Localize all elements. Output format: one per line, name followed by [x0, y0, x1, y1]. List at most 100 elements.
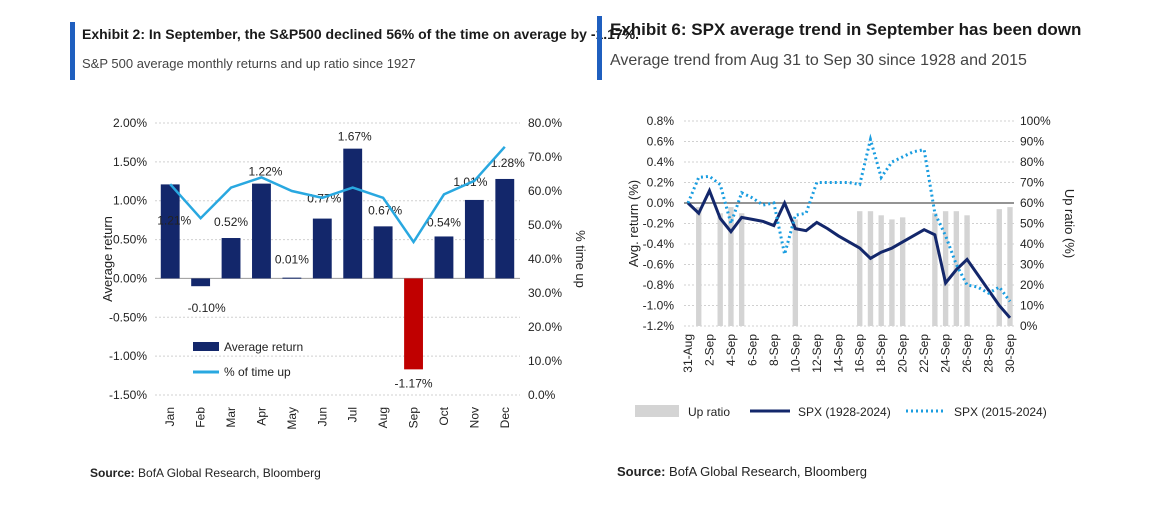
bar-apr [252, 183, 271, 279]
bar-data-label: 1.22% [248, 165, 282, 179]
bar-nov [464, 199, 484, 279]
y-right-tick-label: 30% [1020, 258, 1044, 272]
up-ratio-bar [878, 215, 884, 326]
x-tick-label: Jun [315, 407, 329, 426]
bar-data-label: 0.54% [427, 215, 461, 229]
x-tick-label: 6-Sep [745, 334, 759, 366]
up-ratio-bar [964, 215, 970, 326]
y-tick-label: 0.2% [647, 176, 675, 190]
x-tick-label: Apr [254, 407, 268, 426]
bar-jun [312, 218, 332, 279]
y-axis-title: Avg. return (%) [626, 180, 641, 267]
left-chart-subtitle: S&P 500 average monthly returns and up r… [82, 56, 416, 71]
bar-data-label: 0.01% [275, 253, 309, 267]
y-tick-label: -1.2% [643, 319, 675, 333]
y-tick-label: -0.2% [643, 217, 675, 231]
y-right-tick-label: 40% [1020, 237, 1044, 251]
y-tick-label: 2.00% [113, 116, 147, 130]
series-line-time-up [169, 145, 506, 245]
y-tick-label: -1.00% [109, 349, 147, 363]
bar-may [282, 277, 302, 279]
y-tick-label: -0.50% [109, 310, 147, 324]
bar-jan [160, 184, 180, 279]
x-tick-label: 18-Sep [874, 334, 888, 373]
right-source-text: BofA Global Research, Bloomberg [665, 464, 868, 479]
bar-dec [495, 178, 515, 279]
y-tick-label: -1.50% [109, 388, 147, 402]
x-tick-label: Jul [346, 407, 360, 422]
y-tick-label: 1.00% [113, 194, 147, 208]
left-chart: 2.00% 1.50% 1.00% 0.50% 0.00% -0.50% -1.00% -1.… [100, 116, 588, 430]
up-ratio-bar [728, 207, 734, 326]
bar-mar [221, 238, 241, 279]
y-tick-label: -0.4% [643, 237, 675, 251]
y-right-axis-title: % time up [573, 230, 588, 288]
x-tick-label: 28-Sep [982, 334, 996, 373]
y-right-tick-label: 20.0% [528, 320, 562, 334]
y-right-tick-label: 80.0% [528, 116, 562, 130]
up-ratio-bar [857, 211, 863, 326]
y-tick-label: -0.6% [643, 258, 675, 272]
legend-swatch-up-ratio [635, 405, 679, 417]
series-line-spx-1928 [686, 186, 1012, 319]
bar-data-label: 0.52% [214, 215, 248, 229]
x-tick-label: Dec [498, 407, 512, 428]
right-chart-title: Exhibit 6: SPX average trend in Septembe… [610, 20, 1082, 39]
x-tick-label: 16-Sep [853, 334, 867, 373]
y-right-tick-label: 90% [1020, 135, 1044, 149]
y-right-tick-label: 10% [1020, 299, 1044, 313]
y-tick-label: -0.8% [643, 278, 675, 292]
bar-data-label: 0.67% [368, 203, 402, 217]
bar-data-label: -0.10% [188, 301, 226, 315]
x-tick-label: 30-Sep [1003, 334, 1017, 373]
up-ratio-bar [899, 217, 906, 326]
right-source: Source: BofA Global Research, Bloomberg [617, 464, 867, 479]
x-tick-label: 31-Aug [681, 334, 695, 373]
legend-swatch-average-return [193, 342, 219, 351]
left-title-accent [70, 22, 75, 80]
up-ratio-bar [1007, 207, 1013, 326]
x-tick-label: Sep [407, 407, 421, 429]
y-axis-title: Average return [100, 216, 115, 302]
x-tick-label: 24-Sep [939, 334, 953, 373]
x-tick-label: 14-Sep [831, 334, 845, 373]
legend-label-time-up: % of time up [224, 365, 291, 379]
y-tick-label: 0.50% [113, 233, 147, 247]
left-chart-title: Exhibit 2: In September, the S&P500 decl… [82, 26, 640, 42]
y-tick-label: 0.00% [113, 271, 147, 285]
y-right-tick-label: 80% [1020, 155, 1044, 169]
legend-label-up-ratio: Up ratio [688, 405, 730, 419]
left-source: Source: BofA Global Research, Bloomberg [90, 466, 321, 480]
y-right-tick-label: 0.0% [528, 388, 556, 402]
bar-data-label: 1.67% [338, 130, 372, 144]
x-tick-label: 26-Sep [960, 334, 974, 373]
up-ratio-bar [717, 213, 723, 326]
y-right-tick-label: 70.0% [528, 150, 562, 164]
y-right-tick-label: 70% [1020, 176, 1044, 190]
x-tick-label: 22-Sep [917, 334, 931, 373]
y-right-tick-label: 60.0% [528, 184, 562, 198]
x-tick-label: Feb [194, 407, 208, 428]
x-tick-label: Jan [163, 407, 177, 426]
legend-label-average-return: Average return [224, 340, 303, 354]
y-right-tick-label: 30.0% [528, 286, 562, 300]
x-tick-label: 4-Sep [724, 334, 738, 366]
bar-sep [404, 278, 423, 370]
y-tick-label: 0.6% [647, 135, 675, 149]
x-tick-label: Oct [437, 406, 451, 425]
right-chart-subtitle: Average trend from Aug 31 to Sep 30 sinc… [610, 52, 1027, 69]
up-ratio-bar [942, 211, 949, 326]
bar-data-label: 1.21% [157, 213, 191, 227]
right-source-label: Source: [617, 464, 666, 479]
legend-label-spx-1928: SPX (1928-2024) [798, 405, 891, 419]
legend-label-spx-2015: SPX (2015-2024) [954, 405, 1047, 419]
left-source-label: Source: [90, 466, 135, 480]
y-right-tick-label: 60% [1020, 196, 1044, 210]
x-tick-label: Nov [467, 407, 481, 428]
bar-oct [434, 236, 454, 279]
y-tick-label: 1.50% [113, 155, 147, 169]
y-right-tick-label: 0% [1020, 319, 1038, 333]
x-tick-label: 8-Sep [767, 334, 781, 366]
bar-feb [191, 278, 211, 287]
x-tick-label: 2-Sep [702, 334, 716, 366]
